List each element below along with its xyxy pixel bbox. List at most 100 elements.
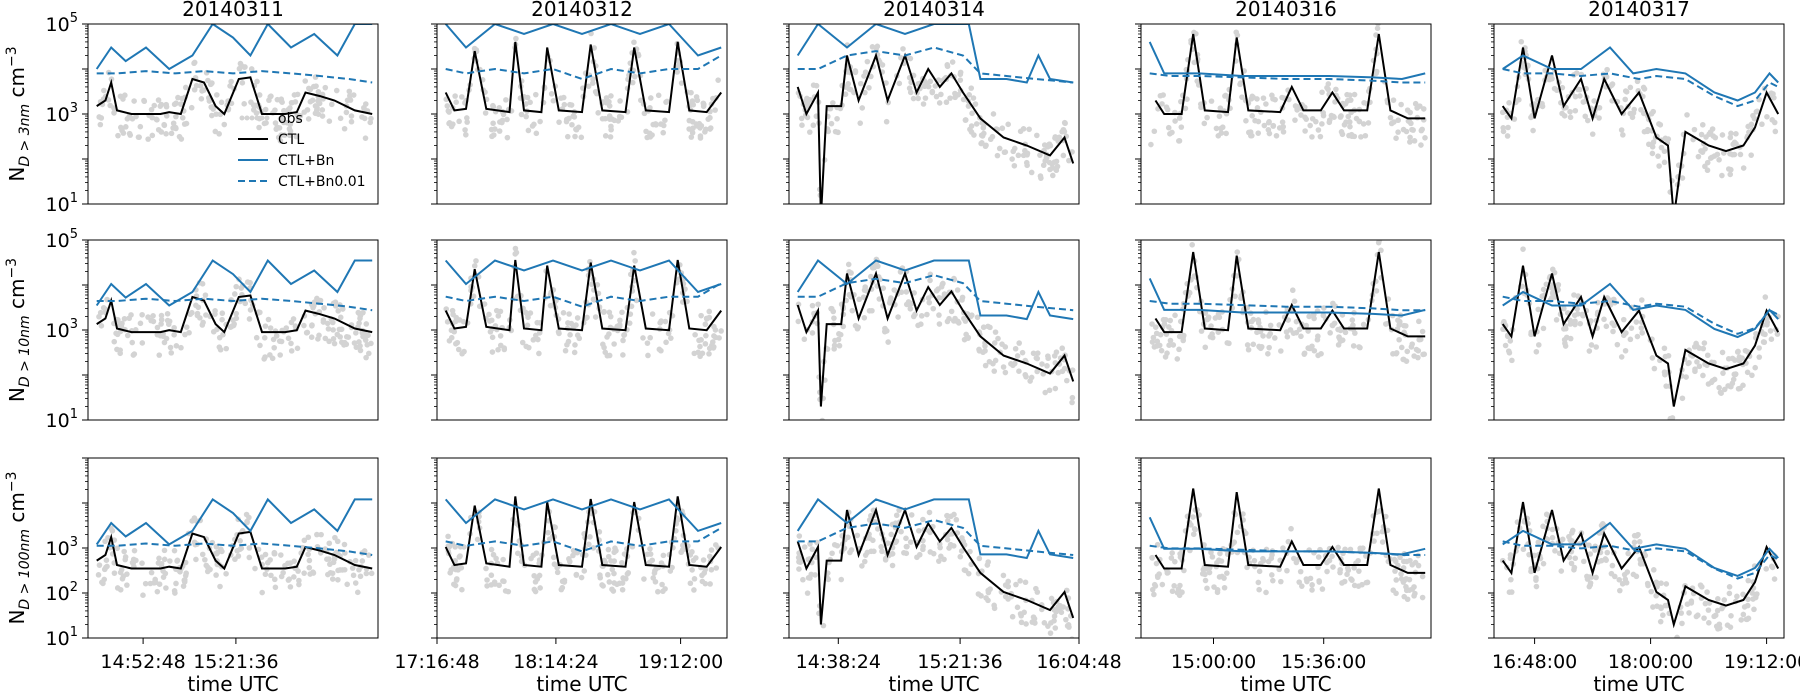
obs-point bbox=[163, 585, 169, 591]
obs-point bbox=[1069, 394, 1076, 401]
obs-point bbox=[1501, 318, 1507, 325]
obs-point bbox=[564, 133, 571, 140]
obs-point bbox=[962, 117, 969, 123]
obs-point bbox=[970, 95, 977, 101]
obs-point bbox=[1702, 600, 1709, 607]
obs-point bbox=[1150, 334, 1157, 341]
obs-point bbox=[1708, 154, 1715, 161]
obs-point bbox=[524, 312, 531, 318]
obs-point bbox=[854, 532, 861, 539]
obs-point bbox=[316, 332, 322, 339]
obs-point bbox=[631, 249, 637, 256]
obs-point bbox=[1175, 586, 1182, 593]
obs-point bbox=[307, 571, 313, 577]
obs-point bbox=[1149, 586, 1156, 593]
obs-point bbox=[357, 312, 364, 319]
obs-point bbox=[1202, 577, 1209, 584]
obs-point bbox=[183, 570, 189, 577]
obs-point bbox=[1180, 335, 1186, 341]
obs-point bbox=[953, 516, 960, 523]
obs-point bbox=[324, 320, 331, 327]
obs-point bbox=[706, 308, 713, 315]
obs-point bbox=[1351, 91, 1358, 98]
obs-point bbox=[1408, 120, 1414, 127]
obs-point bbox=[164, 310, 171, 317]
y-tick-label: 103 bbox=[46, 535, 78, 560]
obs-point bbox=[933, 93, 940, 100]
obs-point bbox=[213, 111, 220, 117]
plot-area bbox=[443, 24, 723, 141]
obs-point bbox=[1502, 342, 1509, 349]
y-tick-exp: 1 bbox=[70, 625, 78, 640]
obs-point bbox=[1390, 97, 1397, 103]
obs-point bbox=[1174, 356, 1181, 362]
obs-point bbox=[1716, 157, 1722, 163]
obs-point bbox=[532, 91, 539, 98]
obs-point bbox=[359, 114, 365, 120]
obs-point bbox=[349, 565, 356, 571]
obs-point bbox=[1762, 294, 1769, 300]
obs-point bbox=[1149, 321, 1155, 327]
obs-point bbox=[1039, 361, 1045, 367]
obs-point bbox=[952, 318, 959, 324]
obs-point bbox=[1700, 372, 1706, 379]
obs-point bbox=[892, 520, 899, 526]
obs-point bbox=[876, 296, 883, 302]
obs-point bbox=[492, 126, 498, 132]
obs-point bbox=[291, 574, 297, 580]
obs-point bbox=[1350, 322, 1356, 329]
obs-point bbox=[111, 110, 117, 116]
obs-point bbox=[1683, 374, 1689, 380]
obs-point bbox=[1175, 138, 1182, 144]
obs-point bbox=[97, 121, 104, 128]
obs-point bbox=[594, 282, 601, 288]
obs-point bbox=[898, 54, 904, 61]
panel-r1-c1 bbox=[431, 239, 728, 421]
obs-point bbox=[156, 581, 163, 587]
obs-point bbox=[1040, 162, 1047, 169]
obs-point bbox=[706, 351, 712, 357]
obs-point bbox=[482, 110, 489, 116]
obs-point bbox=[1719, 132, 1726, 138]
obs-point bbox=[1764, 114, 1770, 120]
obs-point bbox=[1649, 150, 1656, 157]
obs-point bbox=[895, 314, 901, 320]
obs-point bbox=[590, 76, 596, 83]
obs-point bbox=[957, 553, 964, 560]
obs-point bbox=[524, 322, 531, 329]
obs-point bbox=[1412, 590, 1418, 597]
obs-point bbox=[954, 287, 961, 293]
obs-point bbox=[1362, 132, 1369, 139]
series-line-CTL+Bn0.01 bbox=[96, 542, 373, 556]
obs-point bbox=[1686, 610, 1692, 616]
series-line-CTL+Bn0.01 bbox=[96, 70, 373, 84]
obs-point bbox=[448, 123, 455, 130]
obs-point bbox=[1373, 288, 1380, 294]
obs-point bbox=[706, 553, 713, 560]
obs-point bbox=[162, 570, 169, 577]
obs-point bbox=[1303, 116, 1310, 122]
obs-point bbox=[1237, 81, 1243, 88]
obs-point bbox=[1162, 316, 1169, 323]
obs-point bbox=[305, 116, 312, 122]
obs-point bbox=[605, 571, 611, 578]
obs-point bbox=[490, 120, 496, 127]
obs-point bbox=[1638, 106, 1644, 113]
obs-point bbox=[105, 534, 111, 541]
obs-point bbox=[319, 107, 326, 113]
obs-point bbox=[96, 313, 102, 320]
obs-point bbox=[270, 336, 277, 343]
obs-point bbox=[859, 563, 865, 569]
obs-point bbox=[1254, 105, 1261, 111]
obs-point bbox=[156, 555, 162, 562]
obs-point bbox=[496, 128, 503, 134]
obs-point bbox=[453, 577, 460, 583]
legend-label: obs bbox=[278, 111, 303, 127]
obs-point bbox=[357, 347, 364, 354]
obs-point bbox=[1052, 385, 1059, 392]
y-tick-label: 101 bbox=[46, 407, 78, 432]
obs-point bbox=[301, 570, 307, 576]
obs-point bbox=[1533, 348, 1540, 355]
obs-point bbox=[810, 122, 817, 129]
obs-point bbox=[1245, 346, 1252, 353]
